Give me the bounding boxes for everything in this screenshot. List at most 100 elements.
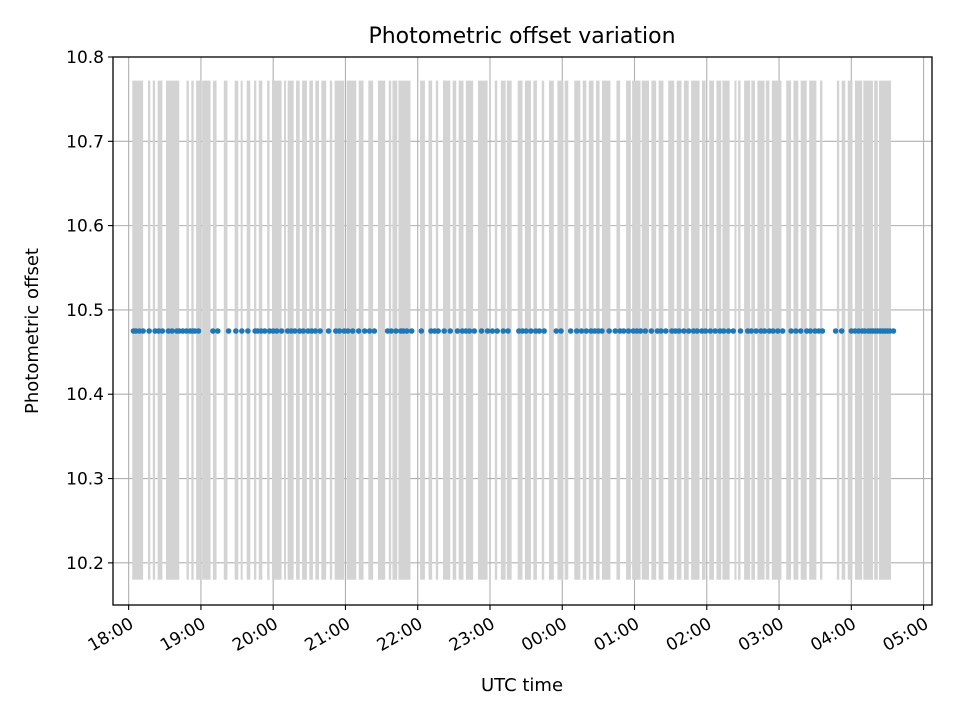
data-point	[676, 328, 682, 334]
data-point	[435, 328, 441, 334]
y-tick-label: 10.6	[66, 217, 104, 237]
error-bar	[800, 80, 807, 580]
data-point	[500, 328, 507, 334]
error-bar	[548, 80, 554, 580]
data-point	[681, 328, 687, 334]
x-axis-ticks: 18:00 19:00 20:00 21:00 22:00 23:00 00:00 01:00…	[85, 605, 932, 656]
data-point	[793, 328, 799, 334]
data-point	[567, 328, 574, 334]
data-point	[737, 328, 744, 334]
data-point	[214, 328, 221, 334]
data-point	[336, 328, 343, 334]
x-tick-label: 01:00	[591, 614, 643, 656]
data-point	[558, 328, 564, 334]
data-point	[408, 328, 415, 334]
data-point	[345, 328, 351, 334]
y-axis-ticks: 10.2 10.3 10.4 10.5 10.6 10.7 10.8	[66, 48, 113, 574]
data-point	[658, 328, 664, 334]
data-point	[146, 328, 152, 334]
data-point	[366, 328, 373, 334]
data-point	[553, 328, 560, 334]
y-tick-label: 10.3	[66, 470, 104, 490]
data-point	[642, 328, 649, 334]
data-point	[753, 328, 759, 334]
x-tick-label: 04:00	[807, 614, 859, 656]
data-point	[471, 328, 478, 334]
data-point	[819, 328, 826, 334]
data-point	[261, 328, 268, 334]
data-point	[312, 328, 319, 334]
data-point	[694, 328, 700, 334]
data-point	[890, 328, 897, 334]
data-point	[195, 328, 202, 334]
y-tick-label: 10.2	[66, 554, 104, 574]
data-point	[625, 328, 632, 334]
data-point	[169, 328, 175, 334]
data-point	[225, 328, 232, 334]
data-point	[663, 328, 669, 334]
data-point	[317, 328, 323, 334]
data-point	[388, 328, 395, 334]
chart-title: Photometric offset variation	[368, 24, 675, 49]
data-point	[418, 328, 425, 334]
data-point	[725, 328, 732, 334]
error-bar	[202, 80, 211, 580]
data-point	[484, 328, 491, 334]
data-point	[245, 328, 251, 334]
data-point	[685, 328, 692, 334]
error-bar	[601, 80, 611, 580]
x-tick-label: 21:00	[302, 614, 354, 656]
data-point	[210, 328, 216, 334]
data-point	[832, 328, 839, 334]
data-point	[478, 328, 485, 334]
data-points	[130, 328, 897, 334]
data-point	[300, 328, 307, 334]
data-point	[541, 328, 547, 334]
x-tick-label: 05:00	[880, 614, 932, 656]
y-tick-label: 10.8	[66, 48, 104, 68]
error-bar	[223, 80, 228, 580]
data-point	[349, 328, 356, 334]
data-point	[606, 328, 613, 334]
x-tick-label: 19:00	[157, 614, 209, 656]
data-point	[712, 328, 719, 334]
y-tick-label: 10.7	[66, 132, 104, 152]
error-bar	[321, 80, 327, 580]
data-point	[648, 328, 655, 334]
data-point	[838, 328, 845, 334]
data-point	[454, 328, 461, 334]
data-point	[528, 328, 534, 334]
data-point	[775, 328, 781, 334]
x-axis-label: UTC time	[481, 675, 563, 696]
data-point	[292, 328, 298, 334]
data-point	[371, 328, 378, 334]
data-point	[233, 328, 239, 334]
data-point	[441, 328, 448, 334]
x-tick-label: 18:00	[85, 614, 137, 656]
data-point	[637, 328, 644, 334]
data-point	[325, 328, 332, 334]
data-point	[140, 328, 146, 334]
data-point	[494, 328, 501, 334]
data-point	[578, 328, 585, 334]
data-point	[583, 328, 590, 334]
data-point	[536, 328, 543, 334]
data-point	[573, 328, 580, 334]
data-point	[523, 328, 529, 334]
data-point	[466, 328, 473, 334]
data-point	[707, 328, 714, 334]
data-point	[239, 328, 245, 334]
x-tick-label: 23:00	[446, 614, 498, 656]
data-point	[779, 328, 786, 334]
data-point	[505, 328, 511, 334]
data-point	[770, 328, 776, 334]
data-point	[599, 328, 605, 334]
data-point	[748, 328, 755, 334]
y-tick-label: 10.5	[66, 301, 104, 321]
plot-frame	[112, 56, 933, 606]
y-tick-label: 10.4	[66, 385, 104, 405]
data-point	[761, 328, 768, 334]
data-point	[355, 328, 362, 334]
